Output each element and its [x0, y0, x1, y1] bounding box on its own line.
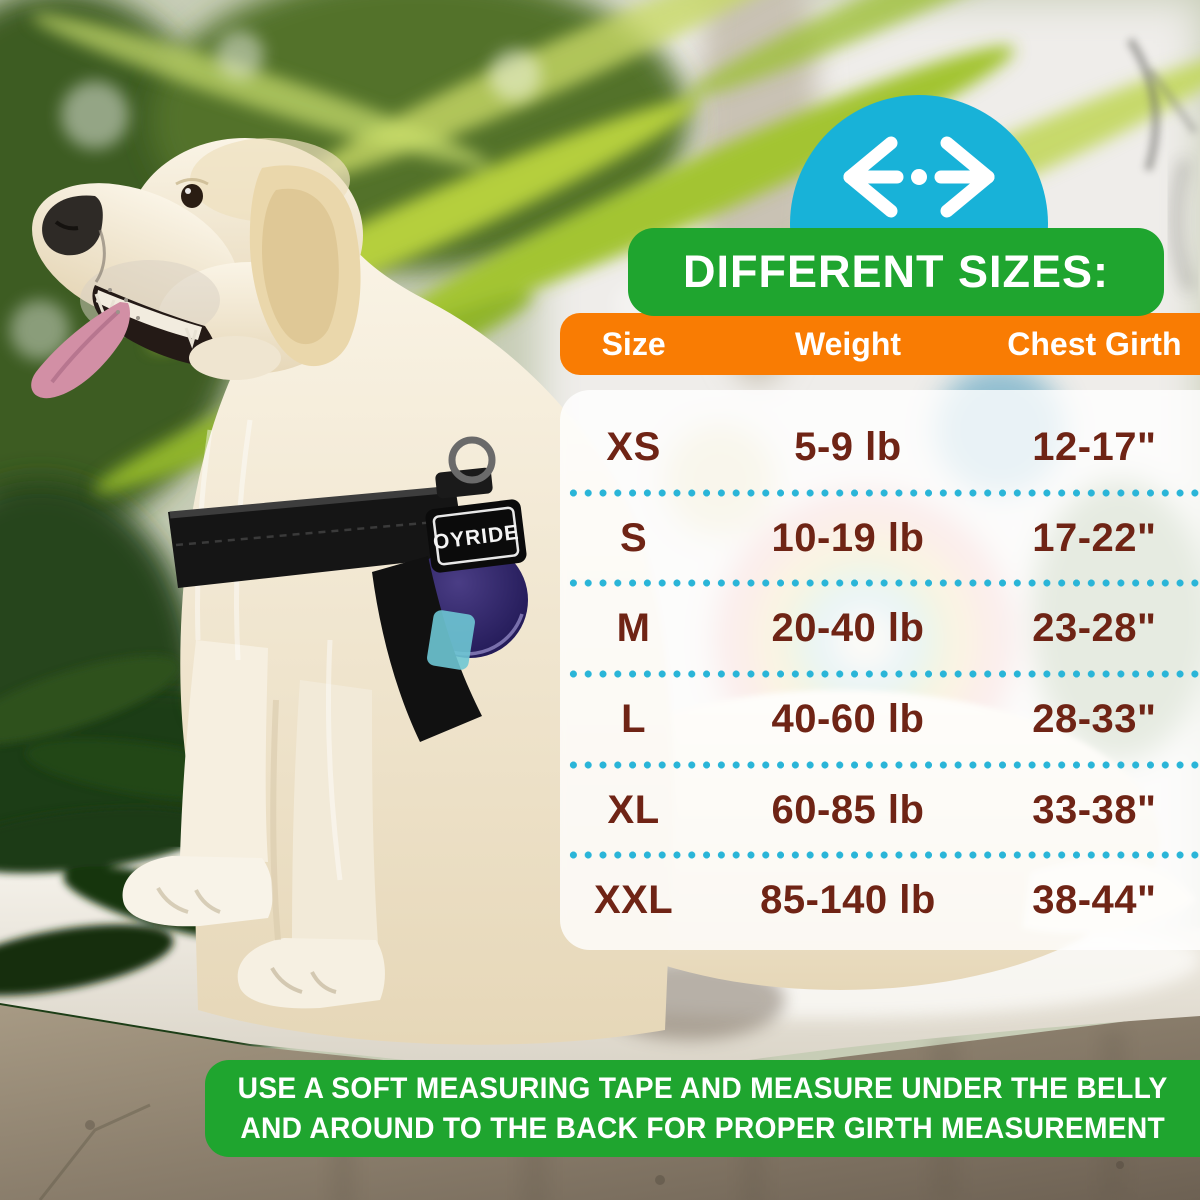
row-separator — [564, 579, 1200, 588]
harness-patch: OYRIDE — [425, 499, 527, 573]
chest-girth-cell: 28-33" — [1032, 696, 1157, 741]
table-row: M 20-40 lb 23-28" — [560, 587, 1200, 670]
table-row: XS 5-9 lb 12-17" — [560, 406, 1200, 489]
size-cell: L — [621, 696, 647, 741]
measurement-note-line1: USE A SOFT MEASURING TAPE AND MEASURE UN… — [237, 1071, 1168, 1105]
harness-d-ring — [448, 436, 496, 484]
size-table-header: Size Weight Chest Girth — [560, 313, 1200, 375]
measurement-note-line2: AND AROUND TO THE BACK FOR PROPER GIRTH … — [240, 1111, 1165, 1145]
dog-head — [31, 138, 363, 399]
table-row: XL 60-85 lb 33-38" — [560, 769, 1200, 852]
weight-cell: 20-40 lb — [771, 606, 925, 651]
table-row: L 40-60 lb 28-33" — [560, 678, 1200, 761]
size-cell: M — [616, 606, 651, 651]
table-row: XXL 85-140 lb 38-44" — [560, 859, 1200, 942]
size-table: XS 5-9 lb 12-17" S 10-19 lb 17-22" M 20-… — [560, 390, 1200, 950]
size-cell: XL — [607, 787, 660, 832]
chest-girth-cell: 33-38" — [1032, 787, 1157, 832]
row-separator — [564, 760, 1200, 769]
weight-cell: 60-85 lb — [771, 787, 925, 832]
chest-girth-cell: 38-44" — [1032, 878, 1157, 923]
header-chest-girth: Chest Girth — [1007, 325, 1182, 362]
chest-girth-cell: 23-28" — [1032, 606, 1157, 651]
row-separator — [564, 670, 1200, 679]
weight-cell: 5-9 lb — [794, 424, 902, 469]
title-banner-label: DIFFERENT SIZES: — [682, 246, 1109, 297]
dog-harness: OYRIDE — [168, 436, 528, 742]
weight-cell: 10-19 lb — [771, 515, 925, 560]
header-size: Size — [601, 325, 666, 362]
measurement-note: USE A SOFT MEASURING TAPE AND MEASURE UN… — [205, 1060, 1200, 1157]
size-cell: XXL — [593, 878, 674, 923]
harness-tag — [427, 610, 475, 670]
row-separator — [564, 851, 1200, 860]
size-cell: XS — [606, 424, 661, 469]
weight-cell: 40-60 lb — [771, 696, 925, 741]
row-separator — [564, 488, 1200, 497]
header-weight: Weight — [794, 325, 902, 362]
chest-girth-cell: 12-17" — [1032, 424, 1157, 469]
horizontal-measure-arrows-icon — [843, 136, 995, 218]
title-banner: DIFFERENT SIZES: — [628, 228, 1164, 316]
table-row: S 10-19 lb 17-22" — [560, 497, 1200, 580]
weight-cell: 85-140 lb — [760, 878, 936, 923]
size-cell: S — [620, 515, 648, 560]
chest-girth-cell: 17-22" — [1032, 515, 1157, 560]
